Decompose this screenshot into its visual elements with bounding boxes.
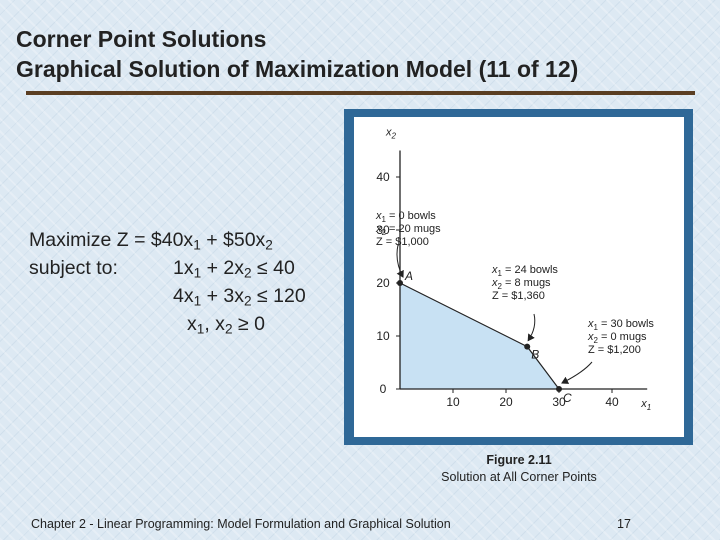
y-tick-label: 10 [376, 329, 390, 343]
corner-label-a: A [404, 269, 413, 283]
x-axis-label: x1 [640, 398, 651, 412]
slide-footer: Chapter 2 - Linear Programming: Model Fo… [31, 517, 451, 531]
figure-caption: Figure 2.11 Solution at All Corner Point… [420, 452, 618, 486]
subject-to-label: subject to: [29, 257, 118, 279]
page-number: 17 [617, 517, 631, 531]
x-tick-label: 40 [605, 395, 619, 409]
feasible-region [400, 283, 559, 389]
annotation-c-line: x1 = 30 bowls [587, 318, 654, 332]
annotation-b-line: Z = $1,360 [492, 290, 545, 302]
annotation-arrow-c [561, 361, 593, 384]
x-tick-label: 30 [552, 395, 566, 409]
corner-point-b [524, 343, 531, 350]
constraint-line-ab [399, 282, 528, 348]
title-line-1: Corner Point Solutions [16, 26, 267, 52]
constraint-2: 4x1 + 3x2 ≤ 120 [173, 285, 306, 309]
figure-title: Solution at All Corner Points [441, 470, 597, 484]
objective-function: Maximize Z = $40x1 + $50x2 [29, 229, 273, 253]
annotation-a-line: x1 = 0 bowls [375, 210, 436, 224]
annotation-b-line: x2 = 8 mugs [491, 277, 551, 291]
y-tick-label: 30 [376, 223, 390, 237]
annotation-arrow-a [396, 244, 404, 278]
corner-label-b: B [531, 348, 539, 362]
annotation-b-line: x1 = 24 bowls [491, 264, 558, 278]
slide-title: Corner Point Solutions Graphical Solutio… [16, 24, 578, 84]
constraint-1: 1x1 + 2x2 ≤ 40 [173, 257, 295, 281]
title-divider [26, 91, 695, 95]
y-tick-label: 40 [376, 170, 390, 184]
annotation-c-line: x2 = 0 mugs [587, 331, 647, 345]
x-tick-label: 20 [499, 395, 513, 409]
corner-point-a [397, 280, 403, 286]
title-line-2: Graphical Solution of Maximization Model… [16, 56, 579, 82]
y-tick-label: 20 [376, 276, 390, 290]
annotation-c-line: Z = $1,200 [588, 344, 641, 356]
annotation-arrow-b [527, 313, 536, 342]
x-tick-label: 10 [446, 395, 460, 409]
corner-label-c: C [563, 391, 572, 405]
figure-number: Figure 2.11 [486, 453, 552, 467]
y-axis-label: x2 [385, 127, 397, 141]
annotation-a-line: Z = $1,000 [376, 236, 429, 248]
axis-ticks: 10 20 30 40 0 10 20 30 40 [376, 170, 619, 409]
nonnegativity-constraint: x1, x2 ≥ 0 [187, 313, 265, 337]
annotation-a-line: x2 = 20 mugs [375, 223, 441, 237]
corner-point-c [556, 386, 562, 392]
y-tick-label: 0 [380, 382, 387, 396]
constraint-line-bc [526, 346, 560, 390]
